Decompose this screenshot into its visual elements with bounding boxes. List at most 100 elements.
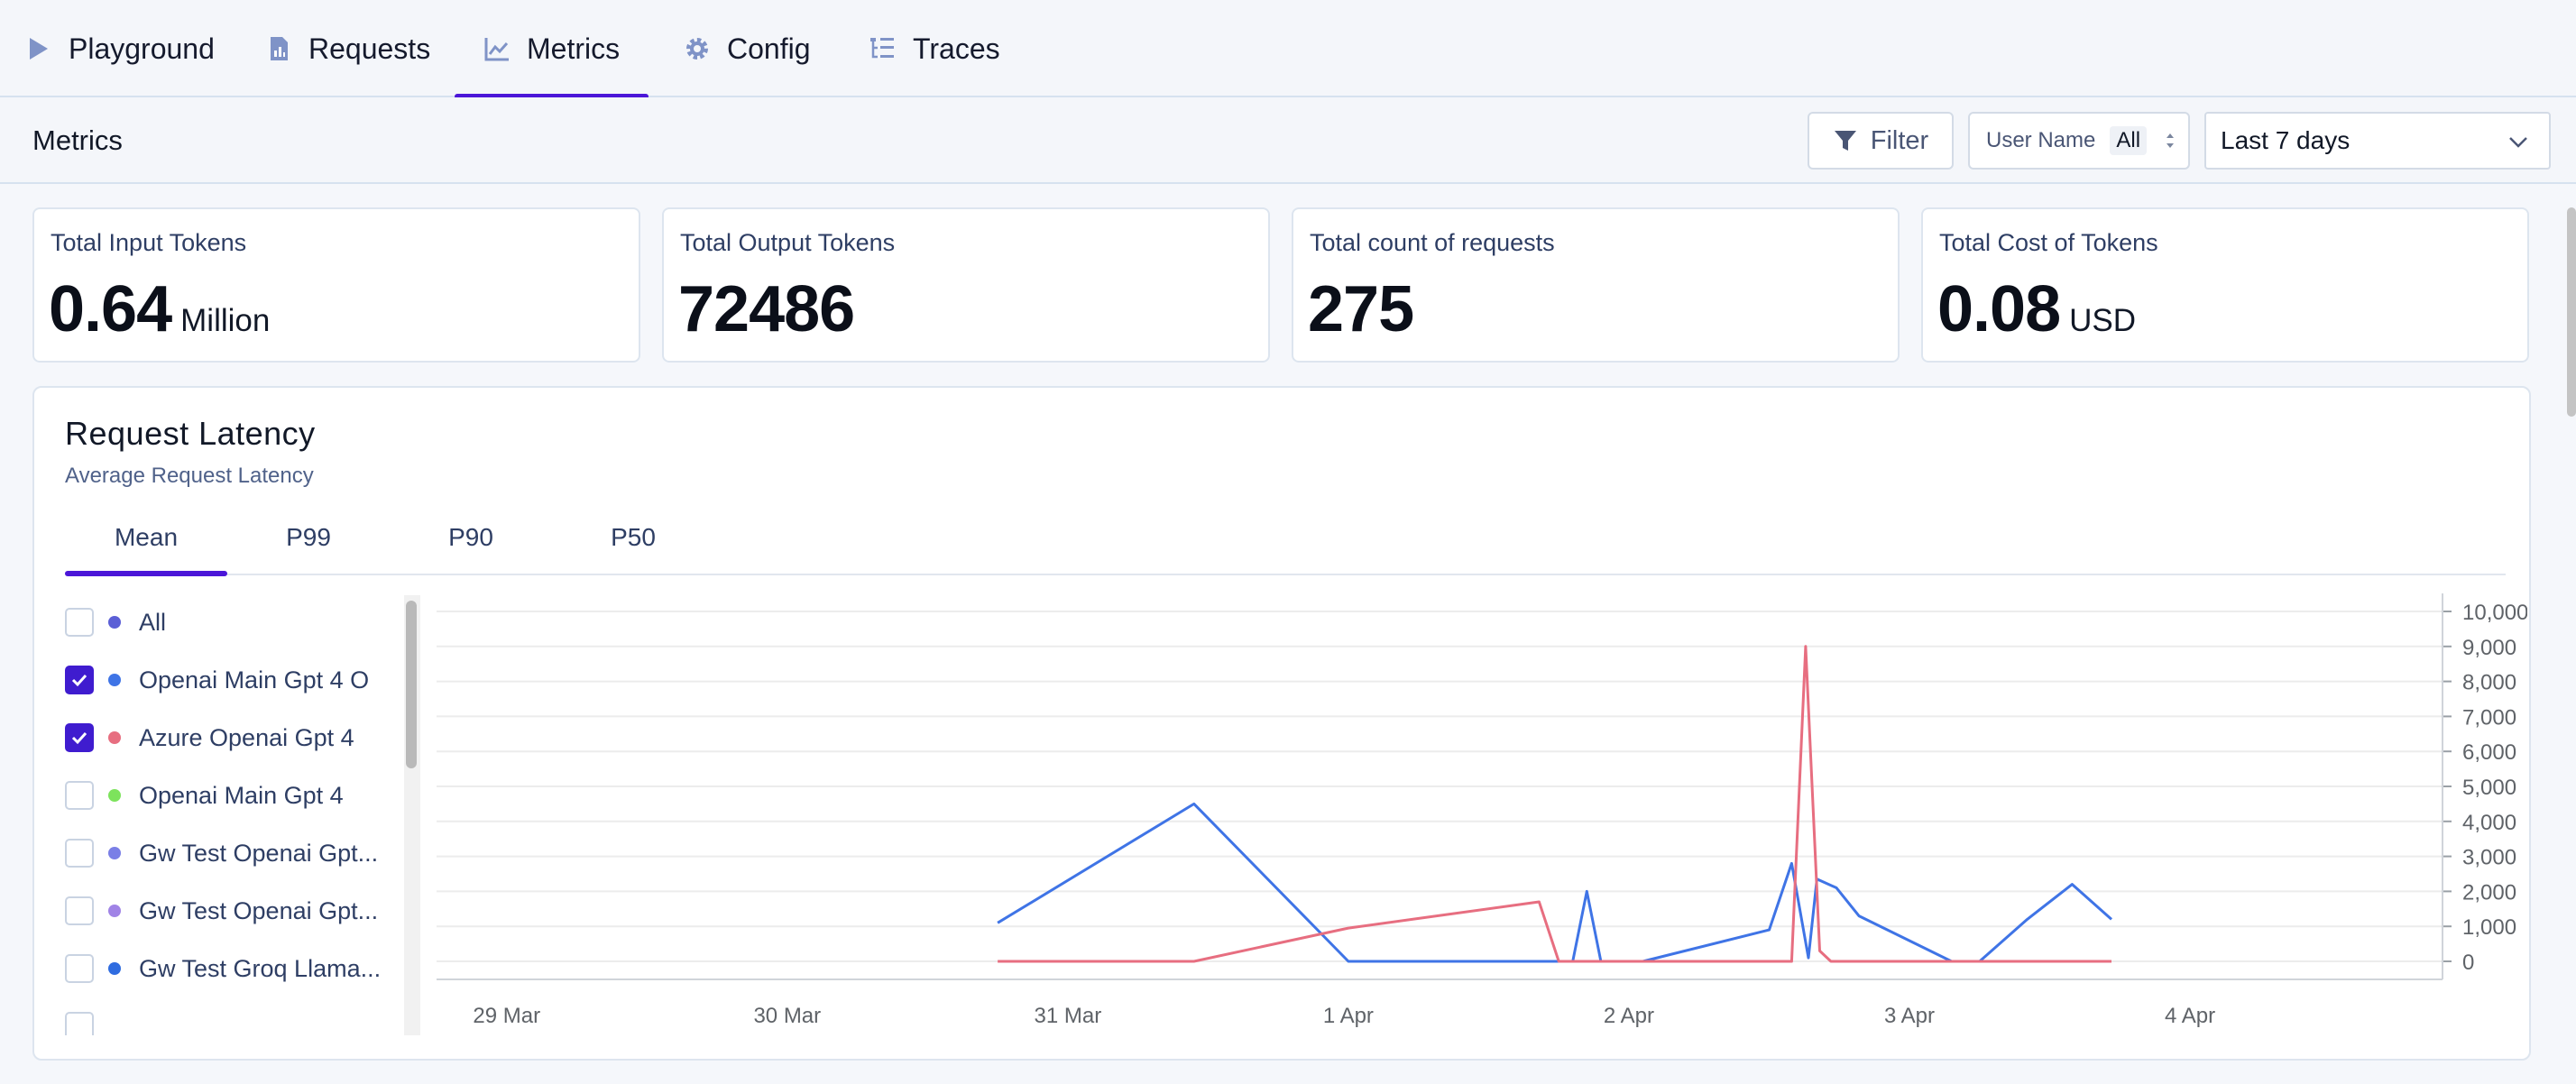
- legend-color-dot: [108, 962, 121, 975]
- filter-label: Filter: [1870, 125, 1929, 155]
- stat-value: 0.64: [49, 273, 172, 345]
- legend-item[interactable]: [65, 1008, 408, 1035]
- legend-checkbox[interactable]: [65, 839, 94, 868]
- tree-list-icon: [869, 35, 897, 62]
- page-scrollbar-thumb[interactable]: [2567, 207, 2576, 417]
- x-tick-label: 1 Apr: [1323, 1004, 1374, 1028]
- date-range-select[interactable]: Last 7 days: [2204, 112, 2551, 170]
- stat-value: 72486: [678, 273, 855, 345]
- legend-checkbox[interactable]: [65, 608, 94, 637]
- y-tick-label: 7,000: [2462, 705, 2516, 730]
- y-tick-label: 1,000: [2462, 915, 2516, 940]
- legend-color-dot: [108, 905, 121, 917]
- stat-card-output-tokens: Total Output Tokens 72486: [662, 207, 1270, 363]
- legend-checkbox[interactable]: [65, 896, 94, 925]
- stat-unit: Million: [180, 303, 271, 338]
- y-tick-label: 8,000: [2462, 671, 2516, 695]
- x-tick-label: 4 Apr: [2165, 1004, 2215, 1028]
- legend-item[interactable]: Openai Main Gpt 4 O: [65, 662, 408, 698]
- document-chart-icon: [265, 35, 292, 62]
- chevron-down-icon: [2509, 137, 2527, 148]
- panel-subtitle: Average Request Latency: [65, 464, 314, 488]
- metrics-header: Metrics Filter User Name All Last 7 days: [0, 97, 2576, 184]
- tab-metrics[interactable]: Metrics: [454, 0, 649, 99]
- tab-playground-label: Playground: [69, 32, 215, 65]
- legend-color-dot: [108, 674, 121, 686]
- stat-value-wrap: 0.64 Million: [49, 272, 270, 346]
- line-chart-icon: [483, 35, 511, 62]
- tab-p99[interactable]: P99: [286, 523, 331, 551]
- user-name-label: User Name: [1986, 128, 2096, 152]
- play-icon: [25, 35, 52, 62]
- stat-label: Total Output Tokens: [680, 229, 896, 256]
- legend-checkbox[interactable]: [65, 1012, 94, 1035]
- legend-checkbox[interactable]: [65, 954, 94, 983]
- legend-item[interactable]: All: [65, 604, 408, 640]
- y-tick-label: 9,000: [2462, 636, 2516, 660]
- tab-config[interactable]: Config: [684, 0, 811, 97]
- tab-p90[interactable]: P90: [448, 523, 493, 551]
- legend-label: Gw Test Groq Llama...: [139, 954, 382, 982]
- legend-color-dot: [108, 616, 121, 629]
- legend-item[interactable]: Openai Main Gpt 4: [65, 777, 408, 813]
- user-name-value: All: [2110, 126, 2148, 155]
- y-tick-label: 2,000: [2462, 880, 2516, 905]
- filter-icon: [1834, 131, 1856, 151]
- legend-checkbox[interactable]: [65, 666, 94, 694]
- x-tick-label: 29 Mar: [473, 1004, 540, 1028]
- tab-traces-label: Traces: [913, 32, 1000, 65]
- legend-item[interactable]: Gw Test Groq Llama...: [65, 951, 408, 987]
- filter-button[interactable]: Filter: [1808, 112, 1954, 170]
- x-tick-label: 2 Apr: [1604, 1004, 1654, 1028]
- tab-requests[interactable]: Requests: [265, 0, 430, 97]
- tab-p50[interactable]: P50: [611, 523, 656, 551]
- stat-label: Total count of requests: [1310, 229, 1555, 256]
- latency-tabs: Mean P99 P90 P50: [65, 518, 2506, 576]
- tab-traces[interactable]: Traces: [869, 0, 1000, 97]
- legend-checkbox[interactable]: [65, 781, 94, 810]
- legend-color-dot: [108, 789, 121, 802]
- top-navigation: Playground Requests Metrics Config Trace…: [0, 0, 2576, 99]
- stat-value: 0.08: [1937, 273, 2061, 345]
- stat-card-input-tokens: Total Input Tokens 0.64 Million: [32, 207, 640, 363]
- tab-config-label: Config: [727, 32, 811, 65]
- series-legend: All Openai Main Gpt 4 O Azure Openai Gpt 4…: [65, 595, 408, 1035]
- legend-item[interactable]: Azure Openai Gpt 4: [65, 720, 408, 756]
- x-tick-label: 30 Mar: [753, 1004, 821, 1028]
- y-tick-label: 3,000: [2462, 846, 2516, 870]
- y-tick-label: 0: [2462, 951, 2474, 975]
- legend-label: All: [139, 608, 167, 636]
- sort-arrows-icon: [2167, 133, 2174, 148]
- legend-item[interactable]: Gw Test Openai Gpt...: [65, 835, 408, 871]
- y-tick-label: 4,000: [2462, 811, 2516, 835]
- x-tick-label: 3 Apr: [1884, 1004, 1935, 1028]
- x-tick-label: 31 Mar: [1035, 1004, 1102, 1028]
- tab-mean[interactable]: Mean: [65, 518, 227, 576]
- y-tick-label: 6,000: [2462, 740, 2516, 765]
- legend-color-dot: [108, 847, 121, 859]
- request-latency-panel: Request Latency Average Request Latency …: [32, 386, 2531, 1061]
- page-title: Metrics: [32, 124, 123, 156]
- stat-label: Total Cost of Tokens: [1939, 229, 2158, 256]
- stat-label: Total Input Tokens: [51, 229, 247, 256]
- legend-label: Openai Main Gpt 4 O: [139, 666, 370, 694]
- stat-card-request-count: Total count of requests 275: [1292, 207, 1900, 363]
- legend-item[interactable]: Gw Test Openai Gpt...: [65, 893, 408, 929]
- date-range-value: Last 7 days: [2221, 126, 2351, 154]
- stat-value-wrap: 0.08 USD: [1937, 272, 2136, 346]
- legend-label: Gw Test Openai Gpt...: [139, 896, 379, 924]
- gear-icon: [684, 35, 711, 62]
- panel-title: Request Latency: [65, 415, 316, 452]
- user-name-select[interactable]: User Name All: [1968, 112, 2190, 170]
- stat-card-token-cost: Total Cost of Tokens 0.08 USD: [1921, 207, 2529, 363]
- y-tick-label: 5,000: [2462, 776, 2516, 800]
- legend-label: Openai Main Gpt 4: [139, 781, 344, 809]
- stat-value-wrap: 275: [1308, 272, 1414, 346]
- legend-checkbox[interactable]: [65, 723, 94, 752]
- stat-unit: USD: [2069, 303, 2137, 338]
- tab-metrics-label: Metrics: [527, 32, 621, 65]
- legend-scrollbar-thumb[interactable]: [406, 601, 417, 768]
- y-tick-label: 10,000: [2462, 601, 2527, 625]
- legend-label: Azure Openai Gpt 4: [139, 723, 354, 751]
- tab-playground[interactable]: Playground: [25, 0, 215, 97]
